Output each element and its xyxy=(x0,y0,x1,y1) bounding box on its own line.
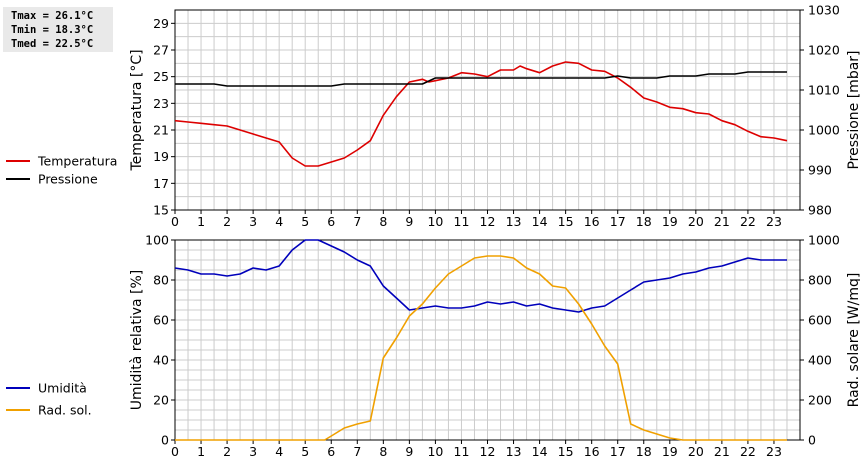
x-tick-label: 3 xyxy=(249,214,257,229)
x-tick-label: 23 xyxy=(766,444,782,459)
y-left-axis-label: Umidità relativa [%] xyxy=(129,270,145,411)
x-tick-label: 22 xyxy=(740,444,756,459)
y-right-tick-label: 200 xyxy=(808,393,832,408)
x-tick-label: 8 xyxy=(379,214,387,229)
x-tick-label: 19 xyxy=(662,214,678,229)
y-left-tick-label: 0 xyxy=(161,433,169,448)
x-tick-label: 13 xyxy=(506,444,522,459)
y-right-tick-label: 1010 xyxy=(808,83,840,98)
y-right-tick-label: 600 xyxy=(808,313,832,328)
legend-label: Umidità xyxy=(38,381,87,396)
y-right-tick-label: 1030 xyxy=(808,3,840,18)
x-tick-label: 1 xyxy=(197,444,205,459)
legend-label: Rad. sol. xyxy=(38,403,92,418)
x-tick-label: 0 xyxy=(171,214,179,229)
x-tick-label: 4 xyxy=(275,214,283,229)
chart-lower: 0 1 2 3 4 5 6 7 8 9 10 11 12 13 14 15 16 17 18 19 20 21 22 2302… xyxy=(6,233,860,459)
x-tick-label: 18 xyxy=(636,214,652,229)
x-tick-label: 11 xyxy=(454,214,470,229)
x-tick-label: 6 xyxy=(327,214,335,229)
x-tick-label: 14 xyxy=(532,214,548,229)
x-tick-label: 21 xyxy=(714,214,730,229)
x-tick-label: 2 xyxy=(223,444,231,459)
x-tick-label: 10 xyxy=(427,214,443,229)
x-tick-label: 11 xyxy=(454,444,470,459)
x-tick-label: 16 xyxy=(584,214,600,229)
x-tick-label: 19 xyxy=(662,444,678,459)
x-tick-label: 12 xyxy=(480,444,496,459)
x-tick-label: 18 xyxy=(636,444,652,459)
x-tick-label: 22 xyxy=(740,214,756,229)
x-tick-label: 13 xyxy=(506,214,522,229)
y-right-tick-label: 400 xyxy=(808,353,832,368)
tmax-text: Tmax = 26.1°C xyxy=(11,10,94,22)
x-tick-label: 9 xyxy=(405,444,413,459)
x-tick-label: 10 xyxy=(427,444,443,459)
x-tick-label: 7 xyxy=(353,444,361,459)
y-right-tick-label: 800 xyxy=(808,273,832,288)
series-line-pressione xyxy=(175,71,787,87)
y-left-tick-label: 80 xyxy=(153,273,169,288)
x-tick-label: 0 xyxy=(171,444,179,459)
series-line-umidit xyxy=(174,239,787,313)
x-tick-label: 4 xyxy=(275,444,283,459)
x-tick-label: 17 xyxy=(610,214,626,229)
y-left-tick-label: 100 xyxy=(145,233,169,248)
x-tick-label: 15 xyxy=(558,444,574,459)
chart-upper: 0 1 2 3 4 5 6 7 8 9 10 11 12 13 14 15 16 17 18 19 20 21 22 2315… xyxy=(6,3,860,229)
x-tick-label: 17 xyxy=(610,444,626,459)
legend-label: Pressione xyxy=(38,172,98,187)
x-tick-label: 7 xyxy=(353,214,361,229)
x-tick-label: 6 xyxy=(327,444,335,459)
x-tick-label: 1 xyxy=(197,214,205,229)
x-tick-label: 12 xyxy=(480,214,496,229)
y-right-tick-label: 990 xyxy=(808,163,832,178)
x-tick-label: 20 xyxy=(688,214,704,229)
x-tick-label: 2 xyxy=(223,214,231,229)
x-tick-label: 3 xyxy=(249,444,257,459)
y-left-tick-label: 25 xyxy=(153,69,169,84)
y-left-tick-label: 19 xyxy=(153,149,169,164)
series-line-rad-sol xyxy=(175,255,787,441)
y-left-tick-label: 21 xyxy=(153,123,169,138)
x-tick-label: 21 xyxy=(714,444,730,459)
x-tick-label: 8 xyxy=(379,444,387,459)
x-tick-label: 15 xyxy=(558,214,574,229)
x-tick-label: 23 xyxy=(766,214,782,229)
x-tick-label: 16 xyxy=(584,444,600,459)
series-line-temperatura xyxy=(174,61,788,167)
tmed-text: Tmed = 22.5°C xyxy=(11,38,94,50)
y-right-tick-label: 0 xyxy=(808,433,816,448)
tmin-text: Tmin = 18.3°C xyxy=(11,24,94,36)
stats-box: Tmax = 26.1°C Tmin = 18.3°C Tmed = 22.5°… xyxy=(3,7,113,52)
x-tick-label: 9 xyxy=(405,214,413,229)
y-left-tick-label: 40 xyxy=(153,353,169,368)
x-tick-label: 5 xyxy=(301,214,309,229)
y-left-tick-label: 20 xyxy=(153,393,169,408)
x-tick-label: 5 xyxy=(301,444,309,459)
y-right-tick-label: 1000 xyxy=(808,233,840,248)
y-left-tick-label: 29 xyxy=(153,16,169,31)
y-right-tick-label: 1000 xyxy=(808,123,840,138)
y-left-tick-label: 60 xyxy=(153,313,169,328)
y-left-tick-label: 17 xyxy=(153,176,169,191)
x-tick-label: 20 xyxy=(688,444,704,459)
y-right-axis-label: Rad. solare [W/mq] xyxy=(846,273,860,408)
y-right-axis-label: Pressione [mbar] xyxy=(846,50,860,169)
y-right-tick-label: 980 xyxy=(808,203,832,218)
legend-label: Temperatura xyxy=(37,154,117,169)
y-left-tick-label: 15 xyxy=(153,203,169,218)
x-tick-label: 14 xyxy=(532,444,548,459)
grid-upper xyxy=(174,9,801,211)
y-left-axis-label: Temperatura [°C] xyxy=(129,49,145,171)
y-left-tick-label: 27 xyxy=(153,43,169,58)
y-left-tick-label: 23 xyxy=(153,96,169,111)
y-right-tick-label: 1020 xyxy=(808,43,840,58)
